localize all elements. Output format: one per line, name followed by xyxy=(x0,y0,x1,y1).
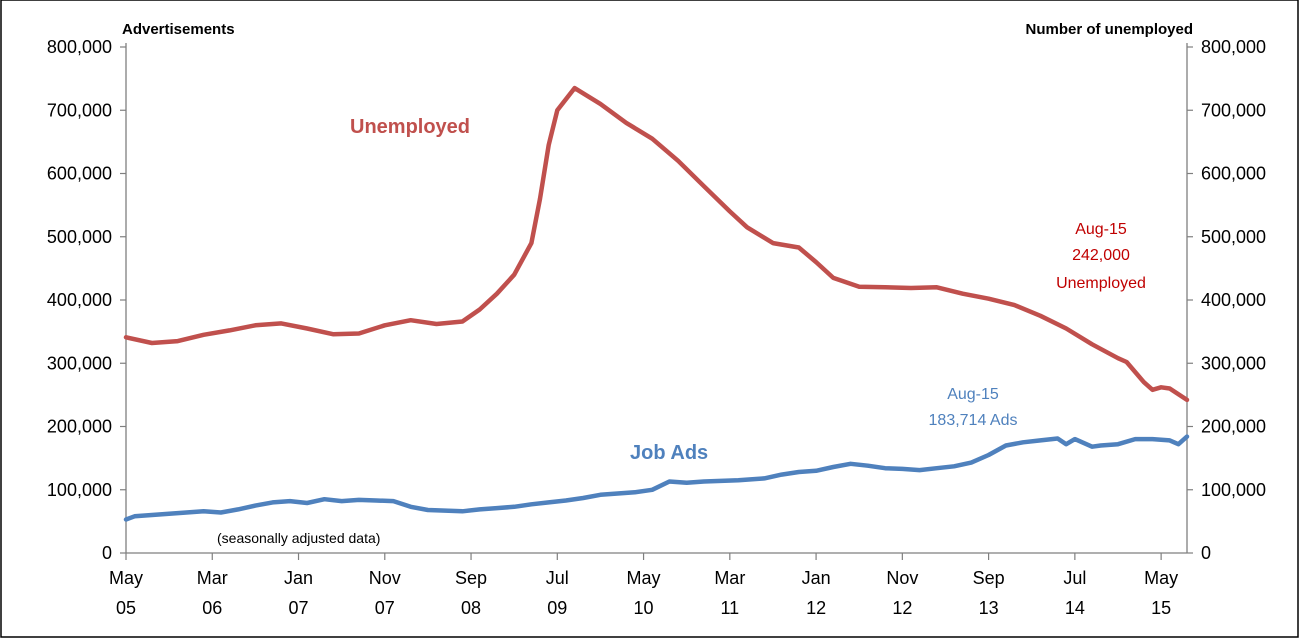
x-tick-month-label: Nov xyxy=(369,568,401,588)
x-tick-month-label: Jul xyxy=(1063,568,1086,588)
unemployed-annotation-date: Aug-15 xyxy=(1075,221,1127,238)
x-tick-month-label: Mar xyxy=(714,568,745,588)
left-tick-label: 200,000 xyxy=(47,417,112,437)
unemployed-annotation-caption: Unemployed xyxy=(1056,275,1146,292)
x-tick-month-label: Jan xyxy=(284,568,313,588)
left-tick-label: 700,000 xyxy=(47,100,112,120)
x-tick-month-label: Jul xyxy=(546,568,569,588)
ads-annotation-date: Aug-15 xyxy=(947,386,999,403)
left-tick-label: 600,000 xyxy=(47,164,112,184)
axes xyxy=(120,43,1193,560)
left-tick-label: 300,000 xyxy=(47,353,112,373)
ads-annotation-value: 183,714 Ads xyxy=(929,412,1018,429)
x-tick-year-label: 08 xyxy=(461,598,481,618)
unemployed-series-line xyxy=(123,85,1190,403)
x-tick-year-label: 11 xyxy=(720,598,739,618)
right-axis-title: Number of unemployed xyxy=(1025,21,1193,38)
x-tick-month-label: Sep xyxy=(973,568,1005,588)
x-tick-month-label: May xyxy=(1144,568,1178,588)
x-tick-month-label: Nov xyxy=(886,568,918,588)
x-tick-year-label: 13 xyxy=(979,598,999,618)
right-tick-label: 600,000 xyxy=(1201,164,1266,184)
x-tick-year-label: 10 xyxy=(634,598,654,618)
x-tick-month-label: Sep xyxy=(455,568,487,588)
right-tick-label: 400,000 xyxy=(1201,290,1266,310)
x-tick-year-label: 06 xyxy=(202,598,222,618)
right-tick-label: 500,000 xyxy=(1201,227,1266,247)
x-tick-year-label: 07 xyxy=(375,598,395,618)
x-tick-month-label: May xyxy=(627,568,661,588)
left-axis-tick-labels: 0 100,000 200,000 300,000 400,000 500,000 600,… xyxy=(47,37,112,563)
x-tick-year-label: 07 xyxy=(289,598,309,618)
x-tick-year-label: 15 xyxy=(1151,598,1171,618)
x-tick-month-label: Jan xyxy=(802,568,831,588)
right-tick-label: 300,000 xyxy=(1201,353,1266,373)
left-tick-label: 100,000 xyxy=(47,480,112,500)
left-axis-title: Advertisements xyxy=(122,21,235,38)
x-axis-tick-labels: May 05 Mar 06 Jan 07 Nov 07 Sep 08 Jul 09 May 10 Mar 11… xyxy=(109,568,1178,618)
right-tick-label: 700,000 xyxy=(1201,100,1266,120)
x-tick-year-label: 14 xyxy=(1065,598,1085,618)
left-tick-label: 0 xyxy=(102,543,112,563)
seasonal-adjustment-note: (seasonally adjusted data) xyxy=(217,530,380,546)
right-tick-label: 100,000 xyxy=(1201,480,1266,500)
left-tick-label: 400,000 xyxy=(47,290,112,310)
job-ads-series-label: Job Ads xyxy=(630,442,708,464)
job-ads-series-line xyxy=(123,434,1190,522)
unemployed-series-label: Unemployed xyxy=(350,116,470,138)
right-axis-tick-labels: 0 100,000 200,000 300,000 400,000 500,000 600,… xyxy=(1201,37,1266,563)
unemployed-annotation-value: 242,000 xyxy=(1072,247,1130,264)
x-tick-year-label: 09 xyxy=(547,598,567,618)
x-tick-year-label: 05 xyxy=(116,598,136,618)
x-tick-month-label: Mar xyxy=(197,568,228,588)
x-tick-year-label: 12 xyxy=(806,598,826,618)
x-tick-year-label: 12 xyxy=(892,598,912,618)
left-tick-label: 800,000 xyxy=(47,37,112,57)
right-tick-label: 0 xyxy=(1201,543,1211,563)
right-tick-label: 800,000 xyxy=(1201,37,1266,57)
x-tick-month-label: May xyxy=(109,568,143,588)
right-tick-label: 200,000 xyxy=(1201,417,1266,437)
left-tick-label: 500,000 xyxy=(47,227,112,247)
series-lines xyxy=(123,85,1190,522)
